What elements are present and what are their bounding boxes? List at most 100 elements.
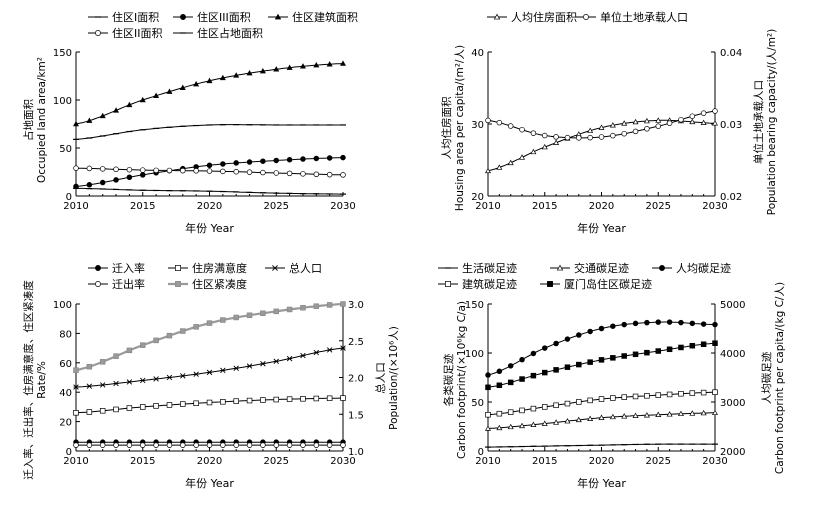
- series-point-1: [313, 395, 320, 402]
- series-point-1: [140, 404, 146, 410]
- y2-tick-label: 1.0: [348, 447, 364, 458]
- series-point-2: [86, 117, 93, 123]
- legend-marker: [175, 281, 181, 287]
- series-point-1: [313, 155, 320, 162]
- chart-panel-d: 2010 2015 2020 2025 2030 0 50 100 150 2000 3000 400…: [438, 261, 786, 490]
- series-point-1: [712, 409, 718, 416]
- series-point-1: [126, 405, 133, 411]
- series-point-1: [610, 132, 616, 139]
- series-point-1: [246, 159, 253, 165]
- series-point-3: [644, 393, 650, 399]
- series-point-2: [655, 319, 661, 325]
- series-point-1: [220, 399, 226, 405]
- series-point-2: [259, 67, 266, 74]
- series-point-3: [193, 442, 199, 448]
- series-point-3: [507, 409, 514, 415]
- series-point-4: [206, 320, 213, 326]
- series-point-1: [587, 415, 594, 421]
- series-point-2: [126, 101, 133, 108]
- y2-tick-label: 3.0: [348, 300, 364, 311]
- x-tick-label: 2020: [589, 456, 614, 467]
- series-point-1: [260, 397, 266, 403]
- series-point-2: [113, 380, 119, 387]
- y-tick-label: 40: [471, 48, 484, 59]
- series-point-1: [286, 156, 293, 163]
- series-point-4: [73, 367, 79, 373]
- series-point-4: [113, 353, 119, 359]
- x-tick-label: 2010: [475, 456, 500, 467]
- series-point-1: [260, 158, 266, 164]
- y2-tick-label: 0.03: [720, 120, 742, 131]
- series-point-1: [598, 414, 605, 420]
- series-point-1: [273, 157, 280, 164]
- legend-label: 生活碳足迹: [462, 261, 517, 275]
- legend-label: 建筑碳足迹: [462, 277, 517, 291]
- y2-tick-label: 0.02: [720, 192, 742, 203]
- series-point-1: [712, 108, 718, 114]
- series-point-3: [260, 169, 266, 176]
- series-point-3: [621, 394, 627, 400]
- series-point-3: [73, 442, 79, 448]
- legend-marker: [659, 265, 665, 271]
- chart-panel-b: 2010 2015 2020 2025 20302030400.020.030.04年份…: [440, 10, 778, 235]
- y-axis-label: 人均住房面积: [440, 96, 453, 159]
- series-point-1: [300, 156, 306, 162]
- series-point-2: [587, 328, 593, 335]
- series-point-1: [496, 424, 503, 431]
- series-point-1: [530, 130, 537, 136]
- x-tick-label: 2020: [589, 201, 614, 212]
- series-point-1: [86, 409, 93, 415]
- series-point-3: [260, 442, 266, 448]
- y-tick-label: 0: [66, 447, 72, 458]
- legend-marker: [493, 13, 501, 20]
- series-point-1: [530, 421, 537, 427]
- series-point-2: [340, 345, 346, 351]
- y2-tick-label: 2.5: [348, 337, 364, 348]
- series-point-4: [166, 332, 173, 339]
- series-point-0: [519, 154, 526, 160]
- series-point-3: [666, 391, 673, 398]
- series-point-3: [340, 172, 346, 178]
- series-point-2: [666, 319, 673, 325]
- series-point-3: [273, 170, 280, 176]
- series-point-3: [553, 402, 559, 409]
- legend-label: 迁出率: [112, 277, 145, 291]
- series-point-2: [541, 345, 548, 351]
- x-tick-label: 2015: [532, 201, 557, 212]
- series-point-4: [576, 361, 582, 368]
- series-line-4: [75, 302, 344, 372]
- legend-marker: [274, 13, 282, 20]
- x-tick-label: 2020: [197, 201, 222, 212]
- x-axis-label: 年份 Year: [577, 476, 626, 490]
- series-point-4: [610, 355, 616, 361]
- series-point-1: [632, 412, 639, 418]
- series-point-2: [153, 92, 160, 98]
- series-point-1: [643, 412, 650, 418]
- series-point-3: [99, 442, 106, 448]
- x-tick-label: 2015: [532, 456, 557, 467]
- series-line-4: [75, 124, 343, 140]
- legend-label: 总人口: [289, 261, 322, 275]
- series-point-3: [519, 407, 525, 414]
- series-point-1: [273, 396, 280, 403]
- series-point-2: [99, 112, 106, 119]
- series-point-1: [180, 401, 186, 407]
- series-point-3: [180, 442, 186, 448]
- y-tick-label: 50: [59, 144, 72, 155]
- series-point-1: [655, 411, 662, 418]
- series-point-1: [598, 134, 605, 140]
- series-point-3: [632, 393, 639, 400]
- series-point-2: [553, 340, 559, 347]
- series-point-2: [180, 373, 186, 379]
- legend-marker: [583, 14, 589, 20]
- series-point-1: [73, 183, 79, 190]
- series-point-4: [233, 314, 239, 321]
- y-axis-label: Occupied land area/km²: [36, 57, 48, 183]
- y-tick-label: 100: [465, 349, 484, 360]
- series-point-0: [655, 117, 662, 123]
- series-point-3: [313, 171, 320, 178]
- series-point-2: [485, 372, 491, 378]
- y2-axis-label: Carbon footprint per capita/(kg C/人): [774, 282, 786, 474]
- series-point-1: [519, 422, 526, 429]
- x-tick-label: 2025: [646, 201, 671, 212]
